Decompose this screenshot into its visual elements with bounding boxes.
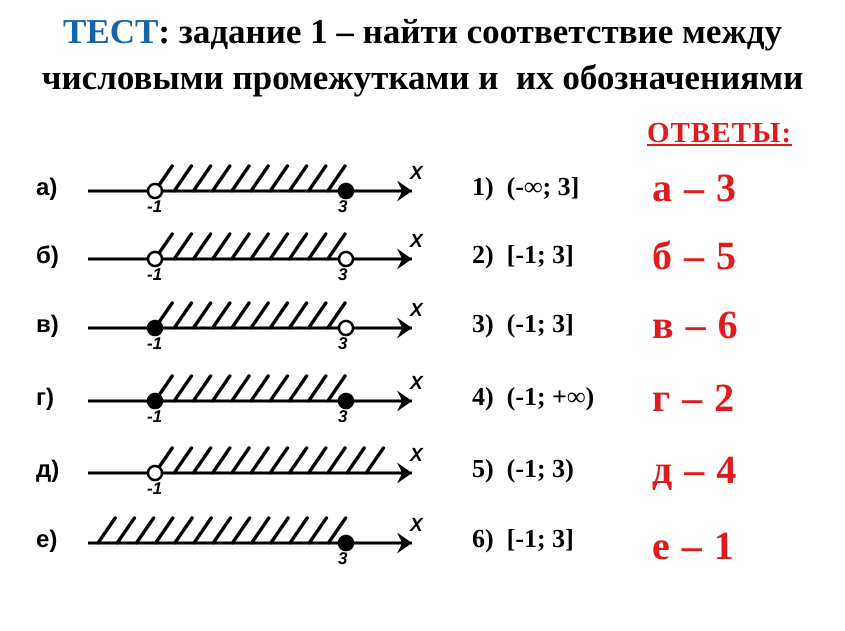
svg-text:X: X bbox=[409, 445, 424, 466]
svg-text:X: X bbox=[409, 373, 424, 394]
svg-text:X: X bbox=[409, 515, 424, 536]
svg-text:X: X bbox=[409, 300, 424, 321]
svg-text:X: X bbox=[409, 231, 424, 252]
svg-text:X: X bbox=[409, 163, 424, 184]
